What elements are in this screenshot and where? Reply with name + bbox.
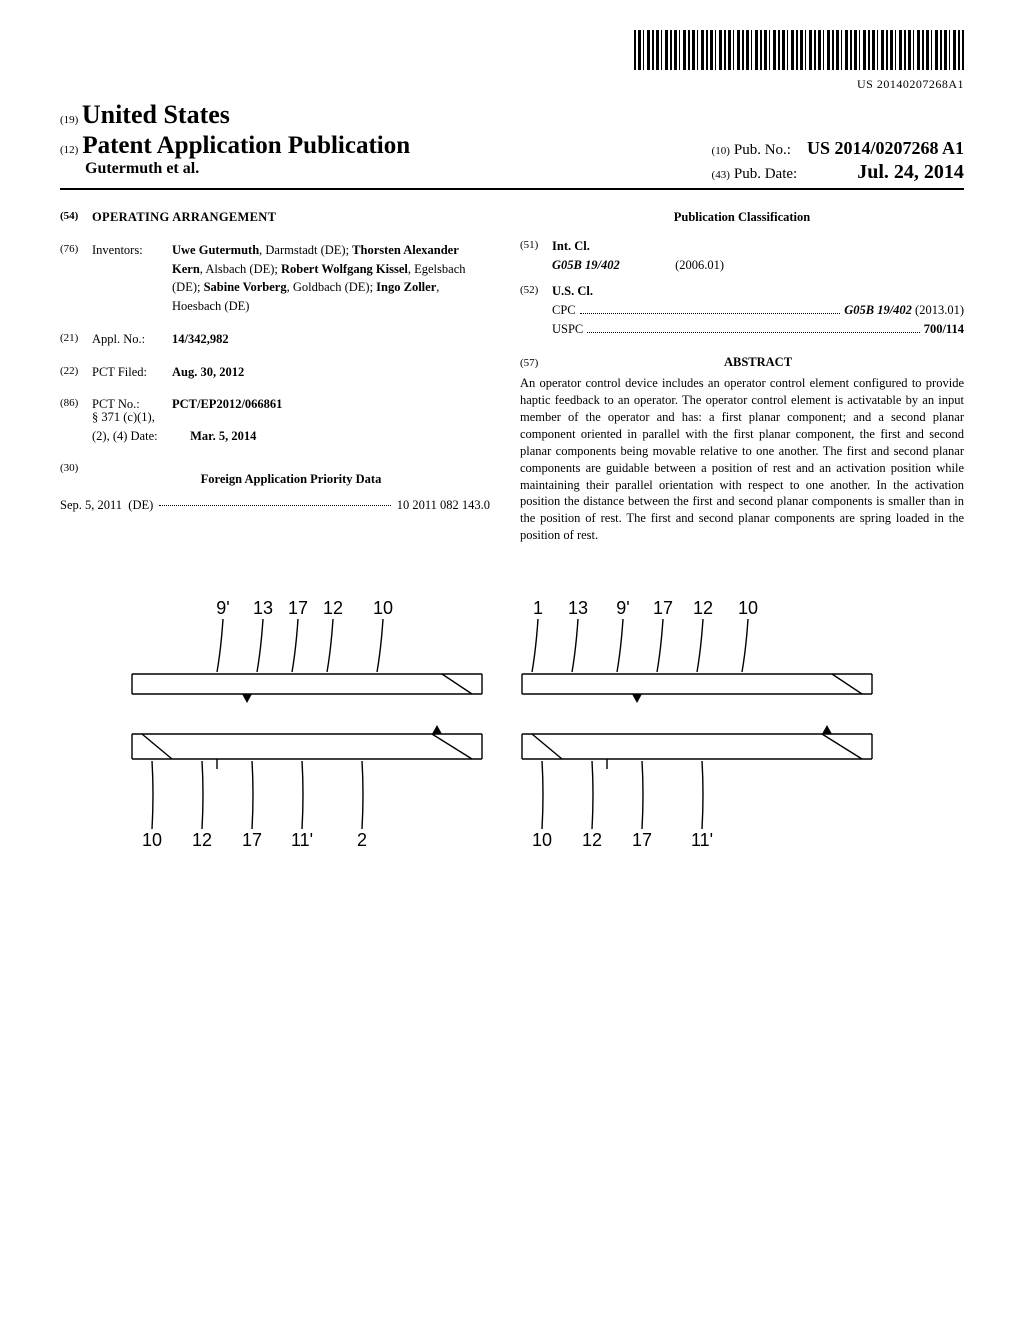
- svg-text:13: 13: [253, 598, 273, 618]
- country-prefix: (19): [60, 114, 78, 126]
- intcl-label: Int. Cl.: [552, 237, 590, 256]
- svg-text:12: 12: [323, 598, 343, 618]
- svg-text:17: 17: [653, 598, 673, 618]
- classification-heading: Publication Classification: [520, 208, 964, 227]
- svg-text:12: 12: [693, 598, 713, 618]
- figure-svg: 9' 13 17 12 10 1 13 9' 17 12 10 10 12 17 11' 2 10 12 17 11': [102, 594, 922, 854]
- cpc-label: CPC: [552, 301, 576, 320]
- patent-figure: 9' 13 17 12 10 1 13 9' 17 12 10 10 12 17 11' 2 10 12 17 11': [60, 594, 964, 854]
- pctfiled-label: PCT Filed:: [92, 363, 172, 382]
- doc-type-prefix: (12): [60, 144, 78, 156]
- svg-text:2: 2: [357, 830, 367, 850]
- pct371-label2: (2), (4) Date:: [92, 427, 187, 446]
- barcode-text: US 20140207268A1: [60, 77, 964, 92]
- inventors-value: Uwe Gutermuth, Darmstadt (DE); Thorsten …: [172, 241, 490, 316]
- svg-text:9': 9': [616, 598, 629, 618]
- applno-value: 14/342,982: [172, 330, 490, 349]
- foreign-country: (DE): [128, 496, 153, 515]
- pub-date: Jul. 24, 2014: [857, 161, 964, 183]
- pub-date-prefix: (43): [712, 169, 730, 181]
- svg-text:10: 10: [532, 830, 552, 850]
- svg-text:11': 11': [691, 830, 713, 850]
- svg-text:11': 11': [291, 830, 313, 850]
- svg-text:10: 10: [373, 598, 393, 618]
- inventor-name: Robert Wolfgang Kissel: [281, 262, 408, 276]
- svg-text:17: 17: [242, 830, 262, 850]
- foreign-date: Sep. 5, 2011: [60, 496, 122, 515]
- right-column: Publication Classification (51) Int. Cl.…: [520, 208, 964, 544]
- barcode-region: US 20140207268A1: [60, 30, 964, 92]
- foreign-code: (30): [60, 460, 92, 497]
- foreign-heading: Foreign Application Priority Data: [92, 470, 490, 489]
- inventor-location: , Goldbach (DE);: [287, 280, 377, 294]
- svg-text:9': 9': [216, 598, 229, 618]
- svg-text:13: 13: [568, 598, 588, 618]
- abstract-heading: ABSTRACT: [552, 353, 964, 372]
- svg-text:17: 17: [632, 830, 652, 850]
- country: United States: [82, 100, 230, 129]
- svg-text:10: 10: [142, 830, 162, 850]
- inventors-label: Inventors:: [92, 241, 172, 316]
- pub-date-label: Pub. Date:: [734, 166, 797, 182]
- applno-label: Appl. No.:: [92, 330, 172, 349]
- pctno-code: (86): [60, 395, 92, 414]
- inventor-location: , Alsbach (DE);: [200, 262, 281, 276]
- doc-type: Patent Application Publication: [82, 132, 410, 159]
- svg-text:17: 17: [288, 598, 308, 618]
- left-column: (54) OPERATING ARRANGEMENT (76) Inventor…: [60, 208, 490, 544]
- header-divider: [60, 188, 964, 190]
- svg-text:12: 12: [582, 830, 602, 850]
- pctno-value: PCT/EP2012/066861: [172, 395, 490, 414]
- inventor-name: Ingo Zoller: [376, 280, 436, 294]
- foreign-number: 10 2011 082 143.0: [397, 496, 490, 515]
- abstract-code: (57): [520, 355, 552, 372]
- abstract-text: An operator control device includes an o…: [520, 375, 964, 544]
- pct371-value: Mar. 5, 2014: [190, 429, 256, 443]
- svg-text:12: 12: [192, 830, 212, 850]
- cpc-value: G05B 19/402: [844, 301, 912, 320]
- pub-no-prefix: (10): [712, 145, 730, 157]
- applno-code: (21): [60, 330, 92, 349]
- dots: [159, 496, 390, 506]
- title-code: (54): [60, 208, 92, 227]
- body-columns: (54) OPERATING ARRANGEMENT (76) Inventor…: [60, 208, 964, 544]
- pctfiled-code: (22): [60, 363, 92, 382]
- uscl-code: (52): [520, 282, 552, 301]
- pub-no-label: Pub. No.:: [734, 142, 791, 158]
- document-header: (19) United States (12) Patent Applicati…: [60, 100, 964, 178]
- uspc-label: USPC: [552, 320, 583, 339]
- svg-text:10: 10: [738, 598, 758, 618]
- inventor-location: , Darmstadt (DE);: [259, 243, 352, 257]
- pub-no: US 2014/0207268 A1: [807, 138, 964, 158]
- uspc-value: 700/114: [924, 320, 964, 339]
- inventor-name: Sabine Vorberg: [204, 280, 287, 294]
- svg-text:1: 1: [533, 598, 543, 618]
- inventors-code: (76): [60, 241, 92, 316]
- pctfiled-value: Aug. 30, 2012: [172, 363, 490, 382]
- title-value: OPERATING ARRANGEMENT: [92, 208, 490, 227]
- authors: Gutermuth et al.: [85, 160, 410, 178]
- intcl-main: G05B 19/402: [552, 256, 672, 275]
- inventor-name: Uwe Gutermuth: [172, 243, 259, 257]
- uscl-label: U.S. Cl.: [552, 282, 593, 301]
- intcl-code: (51): [520, 237, 552, 256]
- cpc-year: (2013.01): [915, 301, 964, 320]
- dots: [580, 306, 841, 314]
- barcode-graphic: [634, 30, 964, 70]
- intcl-year: (2006.01): [675, 256, 724, 275]
- dots: [587, 325, 919, 333]
